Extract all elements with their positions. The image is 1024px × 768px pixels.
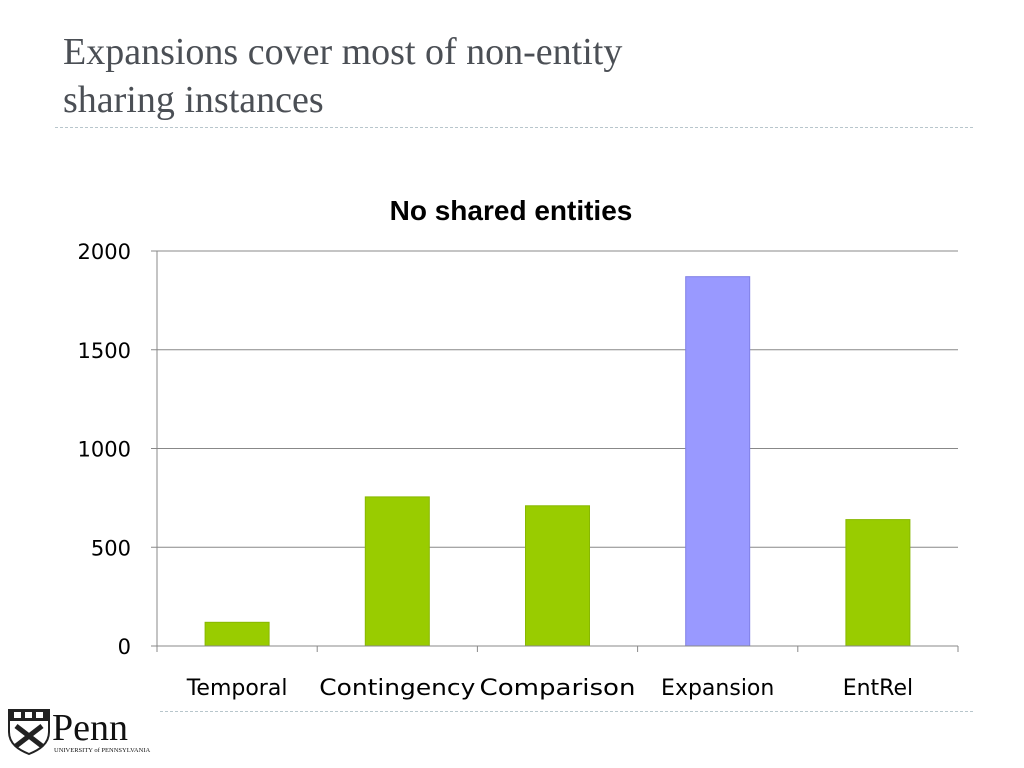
logo-subtitle: UNIVERSITY of PENNSYLVANIA [54,747,150,754]
x-tick-label: Temporal [186,676,288,701]
title-divider [55,127,973,128]
tick-labels: 0 500 1000 1500 2000 Temporal Contingency Compa… [78,240,914,701]
bar-temporal [204,621,270,647]
axes [151,250,959,652]
bar-expansion [685,276,751,647]
bars [204,276,911,647]
bar-entrel [845,519,911,647]
slide-title: Expansions cover most of non-entity shar… [63,28,963,124]
y-tick-label: 1500 [78,339,131,363]
chart-title: No shared entities [390,195,633,226]
gridlines [157,250,958,548]
shield-icon [8,709,50,756]
y-tick-label: 500 [91,536,131,560]
logo-wordmark: Penn [52,707,128,749]
footer-divider [160,711,973,712]
y-tick-label: 2000 [78,240,131,264]
y-tick-label: 1000 [78,438,131,462]
slide-title-line-1: Expansions cover most of non-entity [63,31,623,73]
x-tick-label: Comparison [480,676,636,701]
y-tick-label: 0 [118,635,131,659]
x-tick-label: EntRel [843,676,913,701]
x-tick-label: Contingency [319,676,475,701]
bar-comparison [525,505,590,647]
penn-logo: Penn UNIVERSITY of PENNSYLVANIA [8,707,150,756]
slide-title-line-2: sharing instances [63,79,324,121]
bar-contingency [364,496,430,647]
x-tick-label: Expansion [661,676,774,701]
